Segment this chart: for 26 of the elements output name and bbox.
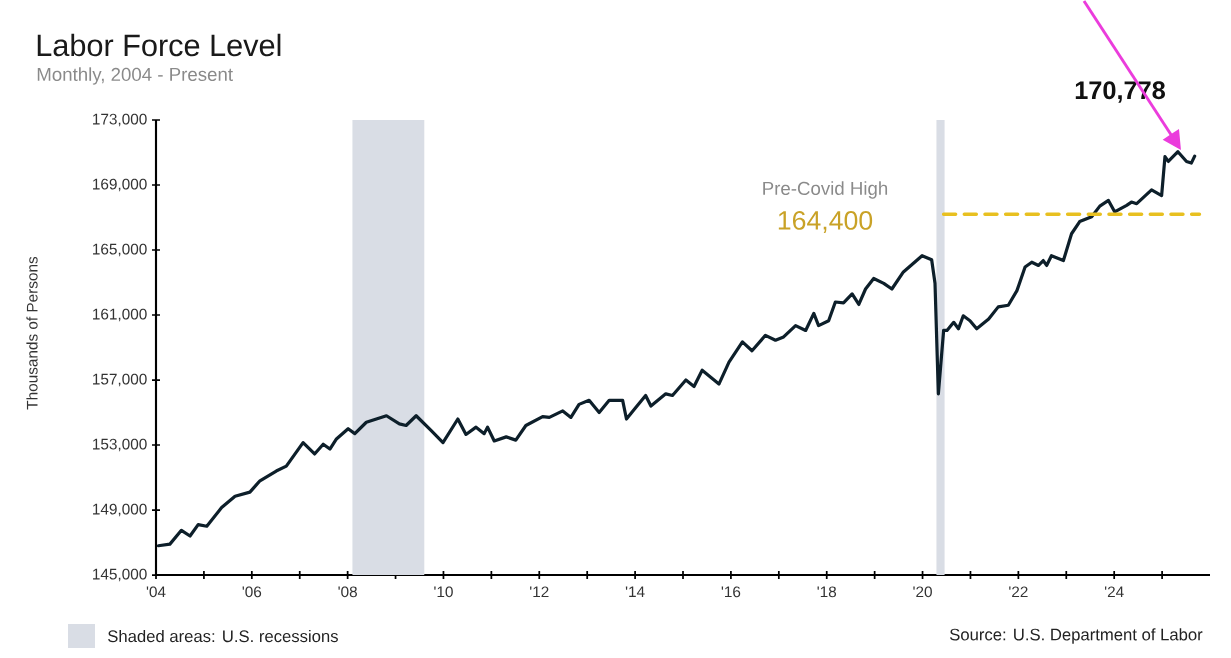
x-tick-label: '12: [530, 586, 549, 598]
chart-title: Labor Force Level: [37, 33, 281, 57]
y-tick-label: 165,000: [93, 243, 147, 257]
x-tick-label: '04: [146, 586, 166, 598]
x-tick-label: '06: [242, 586, 262, 598]
annotation: 164,400: [778, 211, 873, 234]
y-tick-label: 153,000: [93, 438, 147, 452]
y-tick-label: 149,000: [93, 503, 147, 517]
annotation: Pre-Covid High: [763, 181, 888, 199]
x-tick-label: '08: [338, 586, 357, 598]
y-tick-label: 173,000: [93, 113, 147, 127]
x-tick-label: '16: [721, 586, 741, 598]
x-tick-label: '18: [817, 586, 837, 598]
y-tick-label: 145,000: [93, 568, 147, 582]
y-tick-label: 157,000: [93, 373, 147, 387]
chart-subtitle: Monthly, 2004 - Present: [37, 67, 233, 85]
x-tick-label: '10: [434, 586, 453, 598]
legend-label: Shaded areas: U.S. recessions: [108, 629, 338, 643]
y-axis-title: Thousands of Persons: [26, 256, 38, 410]
x-tick-label: '20: [913, 586, 932, 598]
x-tick-label: '24: [1104, 586, 1124, 598]
x-tick-label: '14: [625, 586, 645, 597]
y-tick-label: 161,000: [93, 308, 147, 322]
x-tick-label: '22: [1009, 586, 1028, 598]
source-note: Source: U.S. Department of Labor: [949, 628, 1203, 644]
y-tick-label: 169,000: [93, 178, 147, 192]
